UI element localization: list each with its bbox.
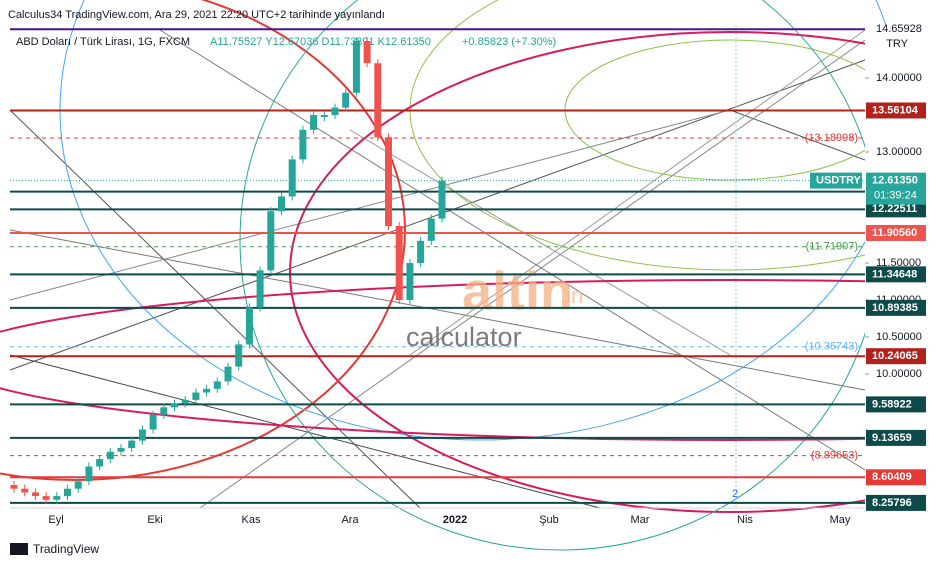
candle bbox=[320, 115, 328, 117]
level-box bbox=[866, 494, 926, 511]
candle bbox=[42, 496, 50, 500]
y-tick-label: 10.00000 bbox=[876, 368, 922, 380]
level-label: 12.22511 bbox=[872, 203, 917, 215]
candle bbox=[310, 115, 318, 130]
candle bbox=[417, 240, 425, 263]
candle bbox=[117, 448, 125, 452]
candle bbox=[374, 63, 382, 138]
candle bbox=[64, 488, 71, 497]
watermark-brand: altin bbox=[462, 261, 573, 321]
candle bbox=[21, 488, 29, 493]
candle bbox=[138, 429, 146, 441]
level-label: 9.58922 bbox=[872, 398, 912, 410]
y-tick-label: 14.00000 bbox=[876, 72, 922, 84]
candle bbox=[256, 270, 264, 308]
candle bbox=[288, 159, 296, 197]
x-tick-label: Mar bbox=[631, 514, 650, 526]
x-tick-label: Kas bbox=[242, 514, 261, 526]
symbol: ABD Doları / Türk Lirası, 1G, FXCM bbox=[16, 36, 190, 48]
y-tick-label: 11.50000 bbox=[876, 257, 921, 269]
y-tick-label: 13.00000 bbox=[876, 146, 922, 158]
x-tick-label: Eyl bbox=[48, 514, 63, 526]
candle bbox=[128, 440, 136, 448]
candle bbox=[331, 107, 339, 115]
candle bbox=[53, 496, 61, 500]
candle bbox=[213, 381, 221, 389]
candle bbox=[171, 403, 178, 408]
watermark-domain: .in bbox=[560, 283, 583, 308]
level-label: 11.90560 bbox=[872, 227, 917, 239]
level-label: 8.60409 bbox=[872, 471, 912, 483]
change: +0.85823 (+7.30%) bbox=[462, 36, 556, 48]
level-label: 11.34648 bbox=[872, 268, 917, 280]
candle bbox=[149, 414, 157, 430]
level-box bbox=[866, 102, 926, 119]
level-label: 13.56104 bbox=[872, 104, 919, 116]
candle bbox=[224, 366, 232, 382]
x-tick-label: Ara bbox=[341, 514, 359, 526]
candle bbox=[10, 485, 18, 489]
candle bbox=[299, 129, 307, 160]
level-box bbox=[866, 469, 926, 486]
dashed-level-label: (11.71907) bbox=[806, 241, 858, 253]
candle bbox=[395, 226, 403, 300]
x-tick-label: 2022 bbox=[443, 514, 467, 526]
x-tick-label: May bbox=[830, 514, 851, 526]
candle bbox=[427, 218, 435, 241]
y-tick-label: 10.50000 bbox=[876, 331, 922, 343]
level-label: 10.89385 bbox=[872, 302, 918, 314]
candle bbox=[363, 41, 371, 64]
level-label: 9.13659 bbox=[872, 432, 912, 444]
candle bbox=[278, 196, 285, 212]
level-box bbox=[866, 224, 926, 241]
candle bbox=[160, 407, 168, 415]
last-price-label: 12.61350 bbox=[872, 175, 918, 187]
level-box bbox=[866, 429, 926, 446]
dashed-level-label: (10.36743) bbox=[805, 341, 858, 353]
axis-unit: TRY bbox=[886, 38, 908, 50]
level-box bbox=[866, 299, 926, 316]
level-label: 10.24065 bbox=[872, 350, 918, 362]
candle bbox=[235, 344, 243, 367]
candle bbox=[438, 180, 446, 219]
last-price-symbol: USDTRY bbox=[816, 175, 861, 187]
level-label: 8.25796 bbox=[872, 497, 912, 509]
candle bbox=[96, 459, 104, 467]
x-tick-label: Nis bbox=[737, 514, 753, 526]
last-price-box bbox=[866, 172, 926, 205]
last-price-tag bbox=[810, 172, 862, 189]
x-tick-label: Eki bbox=[147, 514, 162, 526]
candle bbox=[85, 466, 93, 482]
level-box bbox=[866, 396, 926, 413]
candle bbox=[192, 392, 200, 400]
candle bbox=[203, 388, 211, 393]
countdown: 01:39:24 bbox=[874, 190, 917, 202]
event-marker: 2 bbox=[732, 488, 738, 500]
candle bbox=[245, 307, 253, 345]
top-level-label: 14.65928 bbox=[876, 23, 922, 35]
candle bbox=[267, 211, 275, 271]
level-box bbox=[866, 348, 926, 365]
dashed-level-label: (13.18998) bbox=[805, 132, 858, 144]
candle bbox=[342, 92, 350, 108]
footer: TradingView bbox=[33, 542, 99, 556]
candle bbox=[385, 137, 392, 226]
logo bbox=[10, 543, 28, 555]
candle bbox=[74, 481, 82, 489]
candle bbox=[406, 263, 414, 300]
candle bbox=[106, 451, 114, 460]
publish-title: Calculus34 TradingView.com, Ara 29, 2021… bbox=[8, 9, 385, 21]
level-box bbox=[866, 201, 926, 218]
ohlc: A11.75527 Y12.67036 D11.73891 K12.61350 bbox=[210, 36, 431, 48]
candle bbox=[31, 492, 39, 497]
x-tick-label: Şub bbox=[539, 514, 559, 526]
candle bbox=[181, 399, 189, 404]
candle bbox=[352, 41, 360, 93]
level-box bbox=[866, 266, 926, 283]
watermark-word: calculator bbox=[406, 322, 522, 352]
dashed-level-label: (8.89653) bbox=[811, 450, 858, 462]
